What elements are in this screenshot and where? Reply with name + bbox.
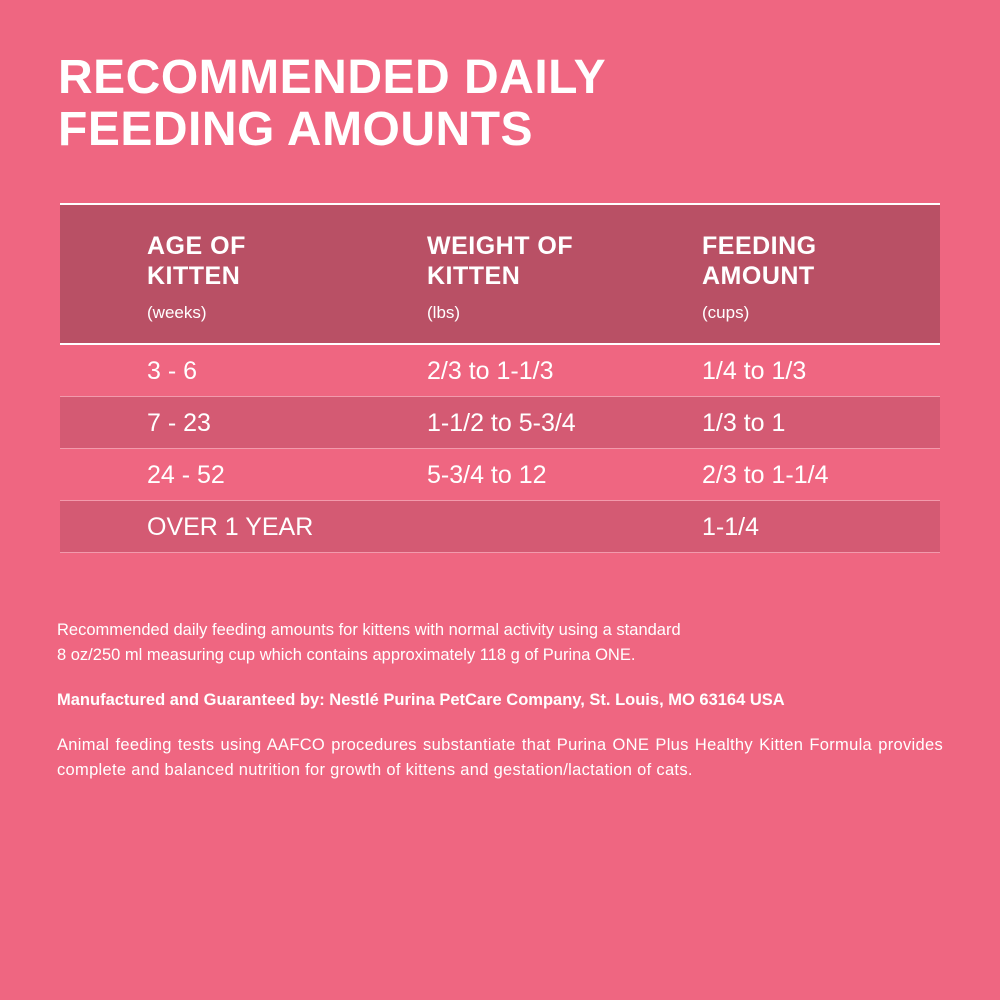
cell-weight: 1-1/2 to 5-3/4 [427, 409, 576, 437]
feeding-note: Recommended daily feeding amounts for ki… [57, 618, 943, 668]
notes: Recommended daily feeding amounts for ki… [57, 618, 943, 803]
cell-age: OVER 1 YEAR [147, 513, 314, 541]
header-label: AGE OF [147, 232, 246, 260]
cell-weight: 2/3 to 1-1/3 [427, 357, 554, 385]
page-title: RECOMMENDED DAILY FEEDING AMOUNTS [58, 52, 606, 156]
cell-amount: 1/3 to 1 [702, 409, 786, 437]
header-unit: (weeks) [147, 303, 207, 322]
table-row: 7 - 23 1-1/2 to 5-3/4 1/3 to 1 [60, 397, 940, 449]
cell-amount: 2/3 to 1-1/4 [702, 461, 829, 489]
table-header: AGE OF KITTEN (weeks) WEIGHT OF KITTEN (lb… [60, 203, 940, 345]
aafco-statement: Animal feeding tests using AAFCO procedu… [57, 736, 943, 779]
cell-weight: 5-3/4 to 12 [427, 461, 547, 489]
manufacturer-note: Manufactured and Guaranteed by: Nestlé P… [57, 691, 785, 709]
title-line-2: FEEDING AMOUNTS [58, 103, 534, 156]
cell-age: 7 - 23 [147, 409, 211, 437]
cell-amount: 1-1/4 [702, 513, 759, 541]
cell-age: 3 - 6 [147, 357, 198, 385]
header-amount: FEEDING AMOUNT (cups) [702, 231, 817, 323]
header-age: AGE OF KITTEN (weeks) [147, 231, 246, 323]
header-unit: (cups) [702, 303, 750, 322]
table-row: 24 - 52 5-3/4 to 12 2/3 to 1-1/4 [60, 449, 940, 501]
cell-age: 24 - 52 [147, 461, 225, 489]
table-row: 3 - 6 2/3 to 1-1/3 1/4 to 1/3 [60, 345, 940, 397]
table-row: OVER 1 YEAR 1-1/4 [60, 501, 940, 553]
cell-amount: 1/4 to 1/3 [702, 357, 807, 385]
header-label: AMOUNT [702, 262, 815, 290]
feeding-note-line: 8 oz/250 ml measuring cup which contains… [57, 646, 636, 664]
header-label: KITTEN [427, 262, 521, 290]
feeding-note-line: Recommended daily feeding amounts for ki… [57, 621, 681, 639]
header-weight: WEIGHT OF KITTEN (lbs) [427, 231, 573, 323]
header-label: WEIGHT OF [427, 232, 574, 260]
header-unit: (lbs) [427, 303, 461, 322]
title-line-1: RECOMMENDED DAILY [58, 51, 607, 104]
header-label: FEEDING [702, 232, 817, 260]
header-label: KITTEN [147, 262, 241, 290]
feeding-table: AGE OF KITTEN (weeks) WEIGHT OF KITTEN (lb… [60, 203, 940, 553]
